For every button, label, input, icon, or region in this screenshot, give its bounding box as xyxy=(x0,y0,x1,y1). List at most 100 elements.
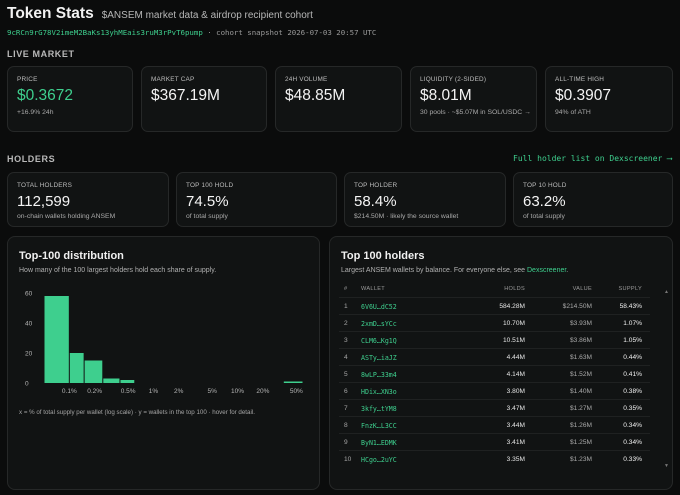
holder-wallet-link[interactable]: HCgo…2uYC xyxy=(361,456,397,464)
holder-balance: 3.41M xyxy=(506,439,525,446)
histogram-bar[interactable] xyxy=(69,353,84,383)
holder-value: $1.25M xyxy=(570,439,592,446)
top-holders-panel: Top 100 holders Largest ANSEM wallets by… xyxy=(329,236,673,490)
distribution-title: Top-100 distribution xyxy=(19,250,124,262)
col-supply[interactable]: SUPPLY xyxy=(618,286,642,292)
holder-value: $1.23M xyxy=(570,456,592,463)
top-holder-card: TOP HOLDER 58.4% $214.50M · likely the s… xyxy=(344,172,506,227)
market-cap-card: MARKET CAP $367.19M xyxy=(141,66,267,132)
top10-hold-note: of total supply xyxy=(523,213,565,220)
holder-balance: 3.80M xyxy=(506,388,525,395)
histogram-bar[interactable] xyxy=(120,380,135,383)
holder-wallet-link[interactable]: HDix…XN3o xyxy=(361,388,397,396)
holder-balance: 3.35M xyxy=(506,456,525,463)
holder-supply: 1.07% xyxy=(623,320,642,327)
holder-rank: 3 xyxy=(344,337,348,344)
holder-value: $214.50M xyxy=(562,303,592,310)
scroll-down-icon[interactable]: ▼ xyxy=(664,463,669,469)
price-change: +16.9% 24h xyxy=(17,109,54,116)
holder-row[interactable]: 10 HCgo…2uYC 3.35M $1.23M 0.33% xyxy=(339,450,650,467)
holder-balance: 10.51M xyxy=(503,337,525,344)
x-tick-label: 0.1% xyxy=(62,388,77,395)
dexscreener-holders-link[interactable]: Full holder list on Dexscreener ⟶ xyxy=(513,154,672,163)
holder-supply: 58.43% xyxy=(619,303,642,310)
holder-wallet-link[interactable]: 2xmD…sYCc xyxy=(361,320,397,328)
distribution-histogram[interactable]: 0 20 40 60 0.1% 0.2% 0.5% 1% 2% 5% 10% 20% 50% xyxy=(8,279,321,419)
dexscreener-link[interactable]: Dexscreener xyxy=(527,267,567,274)
holder-value: $1.26M xyxy=(570,422,592,429)
holder-row[interactable]: 5 8wLP…33m4 4.14M $1.52M 0.41% xyxy=(339,365,650,382)
holders-label: HOLDERS xyxy=(7,154,56,164)
holder-wallet-link[interactable]: 3kfy…tYM8 xyxy=(361,405,397,413)
top-holder-note: $214.50M · likely the source wallet xyxy=(354,213,459,220)
x-tick-label: 10% xyxy=(231,388,244,395)
contract-address[interactable]: 9cRCn9rG78V2imeM2BaKs13yhMEais3ruM3rPvT6… xyxy=(7,28,203,37)
holder-row[interactable]: 3 CLM6…Kg1Q 10.51M $3.86M 1.05% xyxy=(339,331,650,348)
holder-row[interactable]: 9 ByN1…EDMK 3.41M $1.25M 0.34% xyxy=(339,433,650,450)
holder-value: $1.27M xyxy=(570,405,592,412)
top-holders-title: Top 100 holders xyxy=(341,250,425,262)
holder-wallet-link[interactable]: 6V6U…dC52 xyxy=(361,303,397,311)
holder-rank: 8 xyxy=(344,422,348,429)
y-tick-label: 20 xyxy=(25,351,33,358)
holder-wallet-link[interactable]: ASTy…iaJZ xyxy=(361,354,397,362)
price-card: PRICE $0.3672 +16.9% 24h xyxy=(7,66,133,132)
holder-balance: 3.47M xyxy=(506,405,525,412)
holder-row[interactable]: 4 ASTy…iaJZ 4.44M $1.63M 0.44% xyxy=(339,348,650,365)
holder-wallet-link[interactable]: CLM6…Kg1Q xyxy=(361,337,397,345)
holder-balance: 4.14M xyxy=(506,371,525,378)
histogram-bar[interactable] xyxy=(44,296,69,383)
total-holders-label: TOTAL HOLDERS xyxy=(17,182,73,189)
col-value[interactable]: VALUE xyxy=(572,286,592,292)
volume-label: 24H VOLUME xyxy=(285,76,328,83)
histogram-bar[interactable] xyxy=(283,381,303,384)
holder-value: $3.93M xyxy=(570,320,592,327)
y-tick-label: 60 xyxy=(25,291,33,298)
live-market-label: LIVE MARKET xyxy=(7,49,75,59)
holder-rank: 6 xyxy=(344,388,348,395)
holder-balance: 4.44M xyxy=(506,354,525,361)
holder-supply: 0.34% xyxy=(623,439,642,446)
holder-value: $1.52M xyxy=(570,371,592,378)
y-tick-label: 40 xyxy=(25,321,33,328)
distribution-description: How many of the 100 largest holders hold… xyxy=(19,267,217,274)
col-holds[interactable]: HOLDS xyxy=(504,286,525,292)
scroll-up-icon[interactable]: ▲ xyxy=(664,289,669,295)
holder-balance: 584.28M xyxy=(499,303,525,310)
holder-row[interactable]: 7 3kfy…tYM8 3.47M $1.27M 0.35% xyxy=(339,399,650,416)
x-tick-label: 20% xyxy=(256,388,269,395)
y-tick-label: 0 xyxy=(25,381,29,388)
col-wallet: WALLET xyxy=(361,286,385,292)
holder-rank: 4 xyxy=(344,354,348,361)
liquidity-pools-link[interactable]: 30 pools · ~$5.07M in SOL/USDC → xyxy=(420,109,531,116)
holder-supply: 1.05% xyxy=(623,337,642,344)
holder-balance: 10.70M xyxy=(503,320,525,327)
holders-table-scrollbar[interactable]: ▲ ▼ xyxy=(664,289,669,469)
liquidity-card[interactable]: LIQUIDITY (2-SIDED) $8.01M 30 pools · ~$… xyxy=(410,66,537,132)
liquidity-value: $8.01M xyxy=(420,87,472,104)
histogram-bar[interactable] xyxy=(84,360,103,384)
holder-value: $3.86M xyxy=(570,337,592,344)
price-value: $0.3672 xyxy=(17,87,74,104)
holder-rank: 9 xyxy=(344,439,348,446)
holder-wallet-link[interactable]: ByN1…EDMK xyxy=(361,439,397,447)
col-rank: # xyxy=(344,286,348,292)
holder-row[interactable]: 1 6V6U…dC52 584.28M $214.50M 58.43% xyxy=(339,297,650,314)
page-title: Token Stats xyxy=(7,5,94,22)
page-header: Token Stats $ANSEM market data & airdrop… xyxy=(7,5,675,37)
histogram-bar[interactable] xyxy=(103,378,120,384)
total-holders-card: TOTAL HOLDERS 112,599 on-chain wallets h… xyxy=(7,172,169,227)
holder-wallet-link[interactable]: FnzK…L3CC xyxy=(361,422,397,430)
holder-row[interactable]: 2 2xmD…sYCc 10.70M $3.93M 1.07% xyxy=(339,314,650,331)
price-label: PRICE xyxy=(17,76,38,83)
holder-wallet-link[interactable]: 8wLP…33m4 xyxy=(361,371,397,379)
x-tick-label: 50% xyxy=(290,388,303,395)
holder-supply: 0.34% xyxy=(623,422,642,429)
distribution-panel: Top-100 distribution How many of the 100… xyxy=(7,236,320,490)
holder-row[interactable]: 6 HDix…XN3o 3.80M $1.40M 0.38% xyxy=(339,382,650,399)
holder-value: $1.40M xyxy=(570,388,592,395)
holder-row[interactable]: 8 FnzK…L3CC 3.44M $1.26M 0.34% xyxy=(339,416,650,433)
top-holder-value: 58.4% xyxy=(354,193,397,210)
top10-hold-card: TOP 10 HOLD 63.2% of total supply xyxy=(513,172,673,227)
market-cap-label: MARKET CAP xyxy=(151,76,195,83)
